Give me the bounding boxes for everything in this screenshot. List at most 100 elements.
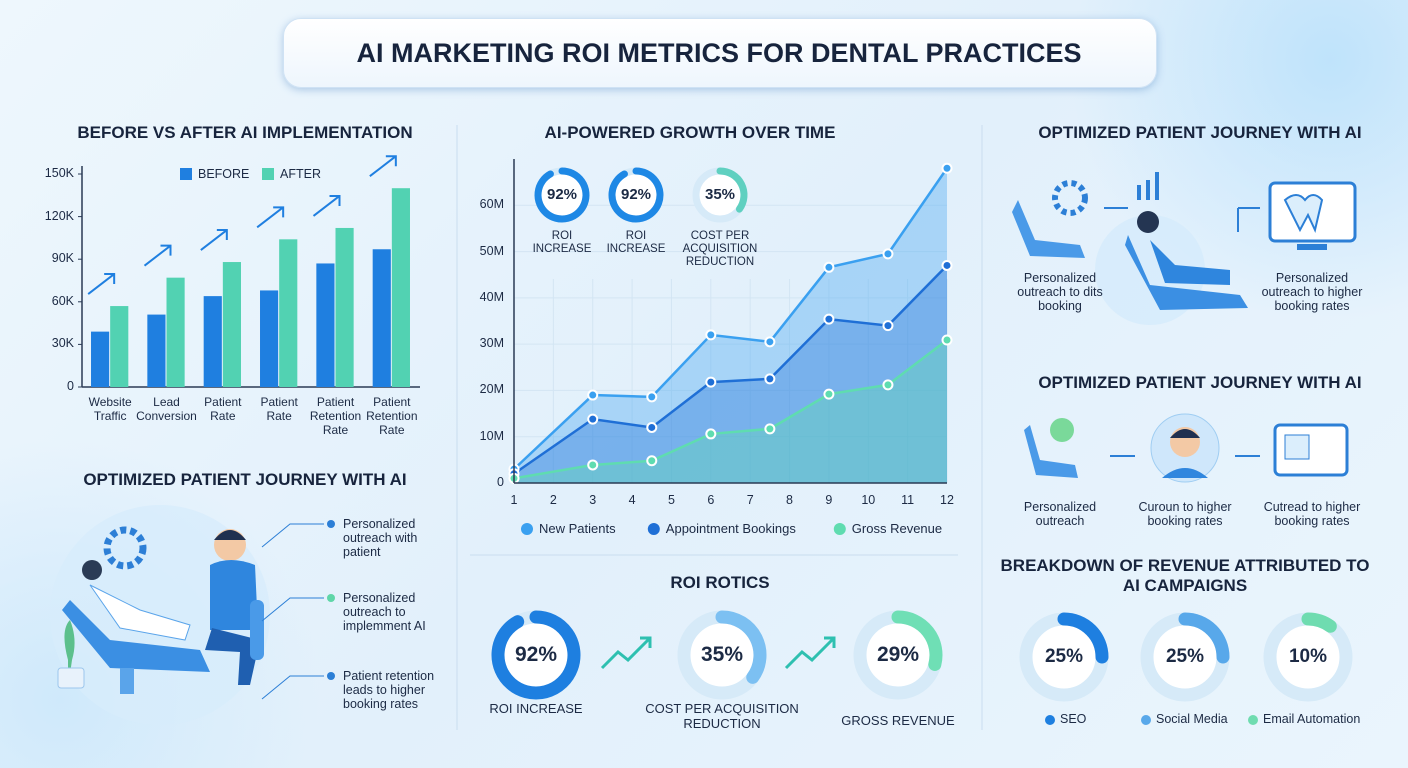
donut-label: ROI INCREASE xyxy=(532,230,592,255)
section-title: OPTIMIZED PATIENT JOURNEY WITH AI xyxy=(83,470,407,489)
legend-label: AFTER xyxy=(280,167,321,181)
data-point xyxy=(882,379,894,391)
data-point xyxy=(587,389,599,401)
donut-value: 25% xyxy=(1165,645,1205,667)
data-point xyxy=(705,376,717,388)
x-tick-label: 9 xyxy=(825,493,833,507)
legend-dot xyxy=(1248,715,1258,725)
legend-label: Appointment Bookings xyxy=(665,521,796,536)
legend-swatch xyxy=(180,168,192,180)
journey-step: Personalized outreach to implemment AI xyxy=(343,591,426,633)
donut-arc xyxy=(608,167,664,223)
chart-title: BREAKDOWN OF REVENUE ATTRIBUTED TO AI CA… xyxy=(1000,556,1370,595)
page-title: AI MARKETING ROI METRICS FOR DENTAL PRAC… xyxy=(356,38,1082,68)
y-tick-label: 50M xyxy=(479,243,504,258)
series-line xyxy=(513,167,949,471)
x-tick-label: 8 xyxy=(786,493,793,507)
legend-dot xyxy=(521,523,533,535)
trend-arrow xyxy=(143,244,172,267)
data-point xyxy=(587,459,599,471)
x-tick-label: Patient Retention Rate xyxy=(309,395,362,437)
bullet xyxy=(327,672,335,680)
x-tick-label: 5 xyxy=(667,493,675,507)
data-point xyxy=(764,373,776,385)
bar xyxy=(260,290,279,387)
legend-label: SEO xyxy=(1060,712,1087,726)
journey-step: Personalized outreach with patient xyxy=(343,517,418,559)
x-tick-label: 3 xyxy=(589,493,597,507)
data-point xyxy=(882,320,894,332)
x-tick-label: 4 xyxy=(628,493,636,507)
legend-dot xyxy=(647,523,660,535)
data-point xyxy=(764,336,776,348)
section-title: OPTIMIZED PATIENT JOURNEY WITH AI xyxy=(1038,123,1362,142)
donut-value: 92% xyxy=(620,186,652,203)
donut-value: 92% xyxy=(546,186,578,203)
trend-arrow xyxy=(256,206,285,229)
connector xyxy=(261,523,324,548)
legend-label: BEFORE xyxy=(198,167,250,181)
x-tick-label: 12 xyxy=(940,493,954,507)
y-tick-label: 60M xyxy=(479,197,504,212)
donut-label: ROI INCREASE xyxy=(489,701,583,716)
donut-label: COST PER ACQUISITION REDUCTION xyxy=(682,230,758,268)
journey-step: Cutread to higher booking rates xyxy=(1263,500,1361,528)
donut-value: 25% xyxy=(1044,645,1084,667)
trend-arrow xyxy=(312,194,341,217)
y-tick-label: 0 xyxy=(67,379,74,393)
donut-value: 29% xyxy=(876,643,920,667)
series-line xyxy=(513,264,948,475)
donut-arc xyxy=(1178,612,1230,664)
x-tick-label: Patient Rate xyxy=(260,395,298,423)
y-tick-label: 0 xyxy=(497,475,504,489)
data-point xyxy=(705,428,717,440)
donut-arc xyxy=(491,610,581,700)
area-fill xyxy=(514,168,947,483)
data-point xyxy=(705,329,717,341)
bar xyxy=(316,263,335,387)
dental-illustration xyxy=(50,505,270,725)
donut-label: COST PER ACQUISITION REDUCTION xyxy=(645,701,799,731)
donut-arc xyxy=(716,167,748,213)
donut-label: GROSS REVENUE xyxy=(841,713,955,728)
trend-arrow xyxy=(600,636,652,670)
data-point xyxy=(823,313,835,325)
x-tick-label: Patient Rate xyxy=(204,395,242,423)
y-tick-label: 40M xyxy=(479,289,504,304)
bar xyxy=(91,331,110,387)
chart-title: BEFORE VS AFTER AI IMPLEMENTATION xyxy=(77,123,413,142)
x-tick-label: 7 xyxy=(746,493,754,507)
title-pill xyxy=(283,18,1157,88)
x-tick-label: Patient Retention Rate xyxy=(366,395,418,437)
bar xyxy=(166,277,185,387)
y-tick-label: 30M xyxy=(479,336,504,351)
journey-step: Patient retention leads to higher bookin… xyxy=(343,669,435,711)
connector xyxy=(261,675,324,700)
journey-step: Curoun to higher booking rates xyxy=(1138,500,1232,528)
chart-title: ROI ROTICS xyxy=(670,573,770,592)
donut-arc xyxy=(1301,612,1337,633)
x-tick-label: 10 xyxy=(861,493,876,507)
legend-swatch xyxy=(262,168,274,180)
legend-label: Gross Revenue xyxy=(851,521,943,536)
y-tick-label: 30K xyxy=(51,336,74,351)
bar xyxy=(391,188,410,387)
x-tick-label: 2 xyxy=(549,493,557,507)
journey-step: Personalized outreach xyxy=(1023,500,1097,528)
bullet xyxy=(327,520,335,528)
legend-dot xyxy=(1141,715,1151,725)
bar xyxy=(372,249,391,387)
data-point xyxy=(941,162,953,174)
bar xyxy=(110,306,129,387)
data-point xyxy=(646,421,658,433)
trend-arrow xyxy=(87,273,116,295)
donut-arc xyxy=(715,610,767,684)
data-point xyxy=(882,248,894,260)
area-fill xyxy=(514,339,947,483)
legend-label: Email Automation xyxy=(1263,712,1361,726)
x-tick-label: 6 xyxy=(707,493,715,507)
area-fill xyxy=(514,265,947,483)
y-tick-label: 90K xyxy=(51,251,74,266)
donut-arc xyxy=(1057,612,1109,664)
